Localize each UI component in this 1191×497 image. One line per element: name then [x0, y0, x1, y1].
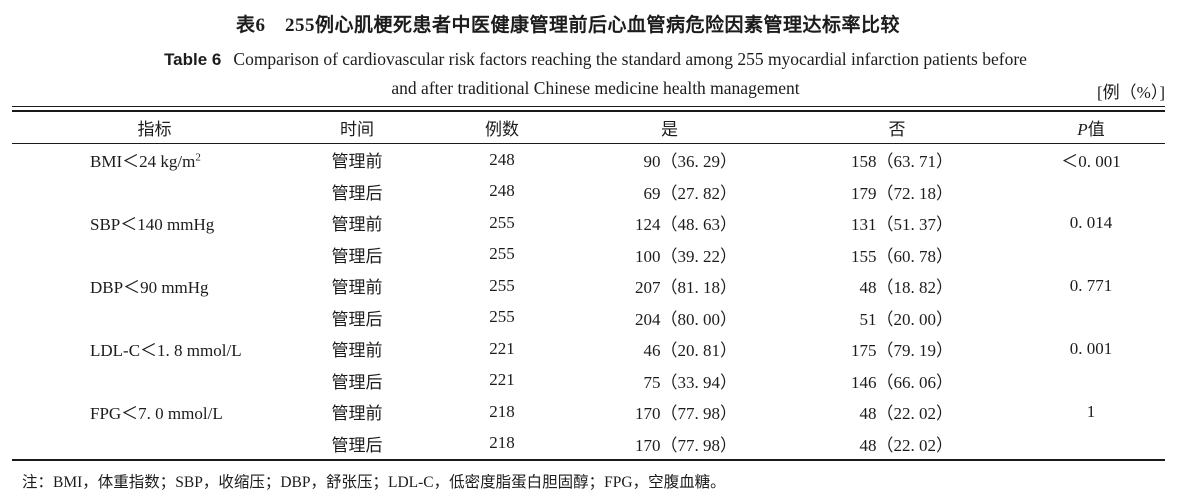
cell-p: ＜0. 001 — [1061, 152, 1121, 172]
cell-indicator — [12, 302, 297, 334]
cell-yes: 46（20. 81） — [643, 341, 738, 361]
cell-p — [1042, 239, 1165, 271]
cell-indicator: BMI＜24 kg/m2 — [90, 151, 201, 172]
cell-no: 48（22. 02） — [859, 435, 954, 455]
header-row: 指标 时间 例数 是 否 P值 — [12, 112, 1165, 144]
table-row: 管理后 255 204（80. 00） 51（20. 00） — [12, 302, 1165, 334]
cell-n: 255 — [489, 275, 515, 295]
cell-no: 175（79. 19） — [851, 341, 953, 361]
cell-yes: 75（33. 94） — [643, 372, 738, 392]
cell-no: 51（20. 00） — [859, 309, 954, 329]
cell-indicator: SBP＜140 mmHg — [90, 215, 215, 235]
cell-yes: 170（77. 98） — [635, 404, 737, 424]
cell-p — [1042, 302, 1165, 334]
cell-time: 管理后 — [331, 183, 383, 203]
table-title-en-line2: and after traditional Chinese medicine h… — [0, 78, 1191, 99]
cell-time: 管理后 — [331, 309, 383, 329]
table-title-en-text2: and after traditional Chinese medicine h… — [391, 78, 800, 98]
cell-no: 48（22. 02） — [859, 404, 954, 424]
cell-n: 221 — [489, 370, 515, 390]
three-line-table: 指标 时间 例数 是 否 P值 BMI＜24 kg/m2 管理前 248 90（… — [12, 106, 1165, 461]
cell-time: 管理前 — [331, 215, 383, 235]
cell-yes: 69（27. 82） — [643, 183, 738, 203]
cell-yes: 90（36. 29） — [643, 152, 738, 172]
cell-indicator: DBP＜90 mmHg — [90, 278, 209, 298]
cell-time: 管理后 — [331, 246, 383, 266]
cell-time: 管理前 — [331, 152, 383, 172]
cell-time: 管理后 — [331, 372, 383, 392]
cell-n: 221 — [489, 338, 515, 358]
cell-yes: 204（80. 00） — [635, 309, 737, 329]
col-header-time: 时间 — [297, 112, 417, 144]
cell-yes: 100（39. 22） — [635, 246, 737, 266]
footnote: 注：BMI，体重指数；SBP，收缩压；DBP，舒张压；LDL-C，低密度脂蛋白胆… — [22, 474, 726, 491]
cell-n: 255 — [489, 307, 515, 327]
cell-time: 管理前 — [331, 341, 383, 361]
cell-no: 146（66. 06） — [851, 372, 953, 392]
table-title-en-line1: Table 6 Comparison of cardiovascular risk… — [0, 49, 1191, 70]
cell-indicator — [12, 428, 297, 461]
col-header-no: 否 — [752, 112, 1042, 144]
cell-indicator: FPG＜7. 0 mmol/L — [90, 404, 223, 424]
cell-indicator — [12, 239, 297, 271]
cell-indicator: LDL-C＜1. 8 mmol/L — [90, 341, 242, 361]
table-row: 管理后 248 69（27. 82） 179（72. 18） — [12, 176, 1165, 208]
table-row: SBP＜140 mmHg 管理前 255 124（48. 63） 131（51.… — [12, 207, 1165, 239]
col-header-p: P值 — [1042, 112, 1165, 144]
cell-p: 0. 001 — [1069, 338, 1113, 358]
cell-p — [1042, 428, 1165, 461]
cell-p: 1 — [1086, 401, 1096, 421]
cell-no: 131（51. 37） — [851, 215, 953, 235]
table-row: 管理后 221 75（33. 94） 146（66. 06） — [12, 365, 1165, 397]
table-row: FPG＜7. 0 mmol/L 管理前 218 170（77. 98） 48（2… — [12, 396, 1165, 428]
cell-p: 0. 771 — [1069, 275, 1113, 295]
cell-yes: 124（48. 63） — [635, 215, 737, 235]
table-row: BMI＜24 kg/m2 管理前 248 90（36. 29） 158（63. … — [12, 144, 1165, 176]
cell-time: 管理前 — [331, 278, 383, 298]
cell-n: 255 — [489, 212, 515, 232]
cell-no: 48（18. 82） — [859, 278, 954, 298]
cell-n: 248 — [489, 149, 515, 169]
unit-label: [例（%）] — [1097, 83, 1165, 102]
col-header-n: 例数 — [417, 112, 587, 144]
cell-no: 155（60. 78） — [851, 246, 953, 266]
cell-p — [1042, 365, 1165, 397]
cell-time: 管理后 — [331, 435, 383, 455]
cell-indicator — [12, 365, 297, 397]
table-row: 管理后 218 170（77. 98） 48（22. 02） — [12, 428, 1165, 461]
cell-p: 0. 014 — [1069, 212, 1113, 232]
table-top-rule — [12, 106, 1165, 112]
table-title-en-text: Comparison of cardiovascular risk factor… — [233, 49, 1027, 69]
table-row: DBP＜90 mmHg 管理前 255 207（81. 18） 48（18. 8… — [12, 270, 1165, 302]
cell-no: 179（72. 18） — [851, 183, 953, 203]
data-table: 指标 时间 例数 是 否 P值 BMI＜24 kg/m2 管理前 248 90（… — [12, 112, 1165, 461]
table-row: LDL-C＜1. 8 mmol/L 管理前 221 46（20. 81） 175… — [12, 333, 1165, 365]
cell-n: 218 — [489, 433, 515, 453]
table-body: BMI＜24 kg/m2 管理前 248 90（36. 29） 158（63. … — [12, 144, 1165, 461]
table-row: 管理后 255 100（39. 22） 155（60. 78） — [12, 239, 1165, 271]
cell-indicator — [12, 176, 297, 208]
cell-yes: 170（77. 98） — [635, 435, 737, 455]
cell-n: 255 — [489, 244, 515, 264]
cell-n: 248 — [489, 181, 515, 201]
cell-yes: 207（81. 18） — [635, 278, 737, 298]
col-header-yes: 是 — [587, 112, 752, 144]
table-title-zh: 表6 255例心肌梗死患者中医健康管理前后心血管病危险因素管理达标率比较 — [235, 15, 900, 36]
cell-p — [1042, 176, 1165, 208]
col-header-indicator: 指标 — [12, 112, 297, 144]
cell-time: 管理前 — [331, 404, 383, 424]
table-number-label: Table 6 — [164, 50, 222, 69]
cell-n: 218 — [489, 401, 515, 421]
cell-no: 158（63. 71） — [851, 152, 953, 172]
